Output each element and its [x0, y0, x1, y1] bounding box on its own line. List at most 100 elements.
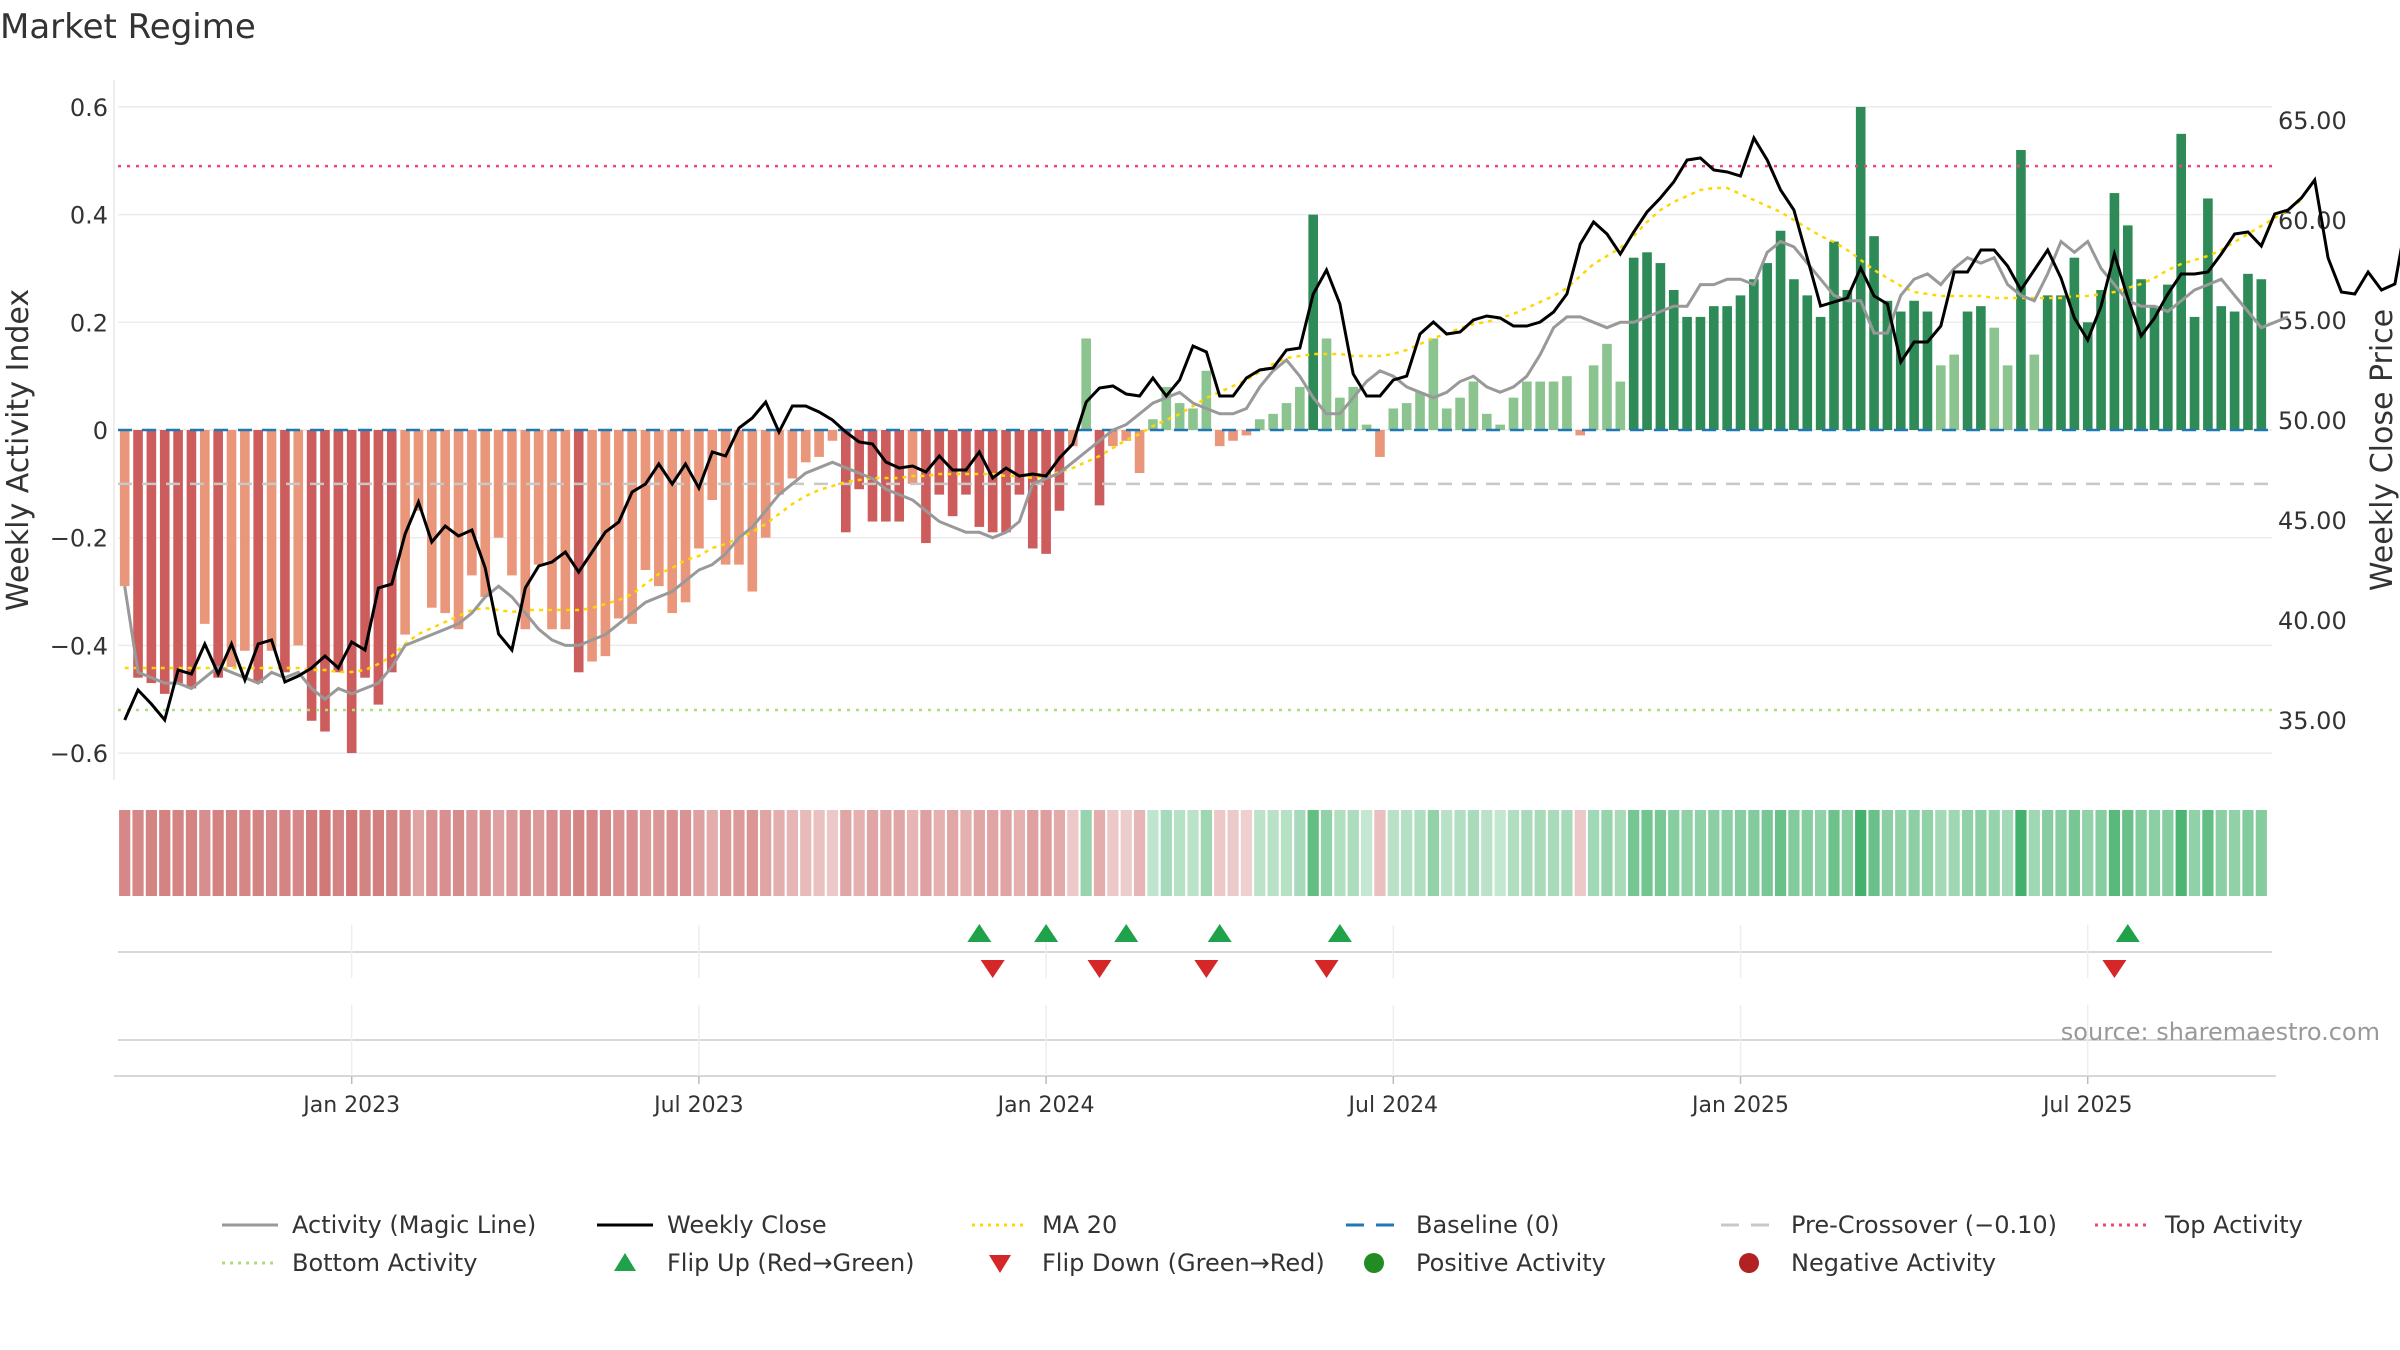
legend-swatch	[989, 1255, 1011, 1273]
regime-strip-cell	[546, 810, 558, 896]
regime-strip-cell	[2082, 810, 2094, 896]
regime-strip-cell	[2202, 810, 2214, 896]
activity-bar	[587, 430, 597, 662]
regime-strip-cell	[1588, 810, 1600, 896]
regime-strip-cell	[2001, 810, 2014, 896]
y-left-tick-label: 0.2	[70, 309, 108, 337]
regime-strip-cell	[719, 810, 732, 896]
regime-strip-cell	[1547, 810, 1560, 896]
activity-bar	[2136, 279, 2146, 430]
x-tick-label: Jul 2023	[652, 1093, 744, 1118]
legend-item: Activity (Magic Line)	[222, 1211, 536, 1239]
activity-bar	[1388, 408, 1399, 430]
regime-strip-cell	[599, 810, 612, 896]
regime-strip-cell	[359, 810, 371, 896]
regime-strip-cell	[265, 810, 278, 896]
activity-bar	[1842, 290, 1853, 430]
activity-bar	[520, 430, 531, 630]
activity-bar	[787, 430, 798, 479]
activity-bar	[707, 430, 718, 500]
activity-bar	[1815, 316, 1826, 430]
flip-down-marker	[1314, 960, 1339, 978]
activity-bar	[667, 430, 677, 614]
activity-bar	[253, 430, 264, 684]
regime-strip-cell	[2229, 810, 2241, 896]
activity-bar	[1228, 430, 1238, 441]
regime-strip-cell	[1200, 810, 1212, 896]
legend-label: Weekly Close	[667, 1211, 827, 1239]
y-left-tick-label: −0.2	[50, 525, 108, 553]
regime-strip-cell	[1494, 810, 1506, 896]
regime-strip-cell	[386, 810, 398, 896]
activity-bar	[1895, 311, 1906, 430]
activity-bar	[654, 430, 664, 587]
regime-strip-cell	[1868, 810, 1880, 896]
regime-strip-cell	[853, 810, 865, 896]
regime-strip-cell	[1761, 810, 1773, 896]
regime-strip-cell	[1975, 810, 1987, 896]
legend-label: Bottom Activity	[292, 1249, 477, 1277]
activity-bar	[373, 430, 384, 705]
activity-bar	[2203, 198, 2213, 430]
activity-bar	[1682, 316, 1692, 430]
activity-bar	[1628, 257, 1639, 430]
regime-strip-cell	[1240, 810, 1253, 896]
activity-bar	[1668, 290, 1679, 430]
activity-bar	[1134, 430, 1145, 474]
legend-item: Bottom Activity	[222, 1249, 477, 1277]
activity-bar	[1108, 430, 1118, 447]
regime-strip-cell	[813, 810, 825, 896]
regime-strip-cell	[2162, 810, 2174, 896]
flip-down-marker	[980, 960, 1005, 978]
activity-bar	[1642, 252, 1652, 430]
activity-bar	[1081, 338, 1091, 430]
regime-strip-cell	[1481, 810, 1493, 896]
x-tick-label: Jan 2025	[1690, 1093, 1789, 1118]
flip-up-marker	[1207, 924, 1232, 942]
regime-strip-cell	[1654, 810, 1666, 896]
regime-strip-cell	[372, 810, 385, 896]
activity-bar	[293, 430, 304, 646]
activity-bar	[133, 430, 143, 678]
regime-strip-cell	[1534, 810, 1546, 896]
regime-strip-cell	[973, 810, 985, 896]
activity-bar	[934, 430, 945, 495]
regime-strip-cell	[626, 810, 638, 896]
regime-strip-cell	[733, 810, 745, 896]
regime-strip-cell	[1774, 810, 1787, 896]
y-right-tick-label: 60.00	[2278, 207, 2347, 235]
activity-bar	[2229, 311, 2240, 430]
activity-bar	[1468, 381, 1479, 430]
y-right-tick-label: 45.00	[2278, 507, 2347, 535]
regime-strip-cell	[239, 810, 251, 896]
activity-bar	[1829, 241, 1839, 430]
regime-strip-cell	[1374, 810, 1386, 896]
activity-bar	[173, 430, 183, 684]
regime-strip-cell	[1641, 810, 1653, 896]
activity-bar	[2029, 354, 2040, 430]
activity-bar	[760, 430, 771, 538]
legend-item: Positive Activity	[1364, 1249, 1606, 1277]
activity-bar	[894, 430, 905, 522]
regime-strip-cell	[466, 810, 478, 896]
regime-strip-cell	[1828, 810, 1840, 896]
regime-strip-cell	[1748, 810, 1760, 896]
regime-strip-cell	[773, 810, 785, 896]
y-right-tick-label: 65.00	[2278, 107, 2347, 135]
regime-strip-cell	[1347, 810, 1359, 896]
regime-strip-cell	[1027, 810, 1039, 896]
activity-bar	[467, 430, 477, 576]
regime-strip-cell	[1120, 810, 1132, 896]
regime-strip-cell	[2148, 810, 2161, 896]
regime-strip-cell	[426, 810, 438, 896]
activity-bar	[1922, 311, 1933, 430]
regime-strip-cell	[573, 810, 585, 896]
regime-strip-cell	[1000, 810, 1012, 896]
activity-bar	[1708, 306, 1719, 430]
regime-strip-cell	[2055, 810, 2067, 896]
regime-strip-cell	[1601, 810, 1613, 896]
activity-bar	[1268, 413, 1278, 430]
regime-strip-cell	[399, 810, 411, 896]
y-left-tick-label: −0.4	[50, 632, 108, 660]
regime-strip-cell	[1441, 810, 1453, 896]
